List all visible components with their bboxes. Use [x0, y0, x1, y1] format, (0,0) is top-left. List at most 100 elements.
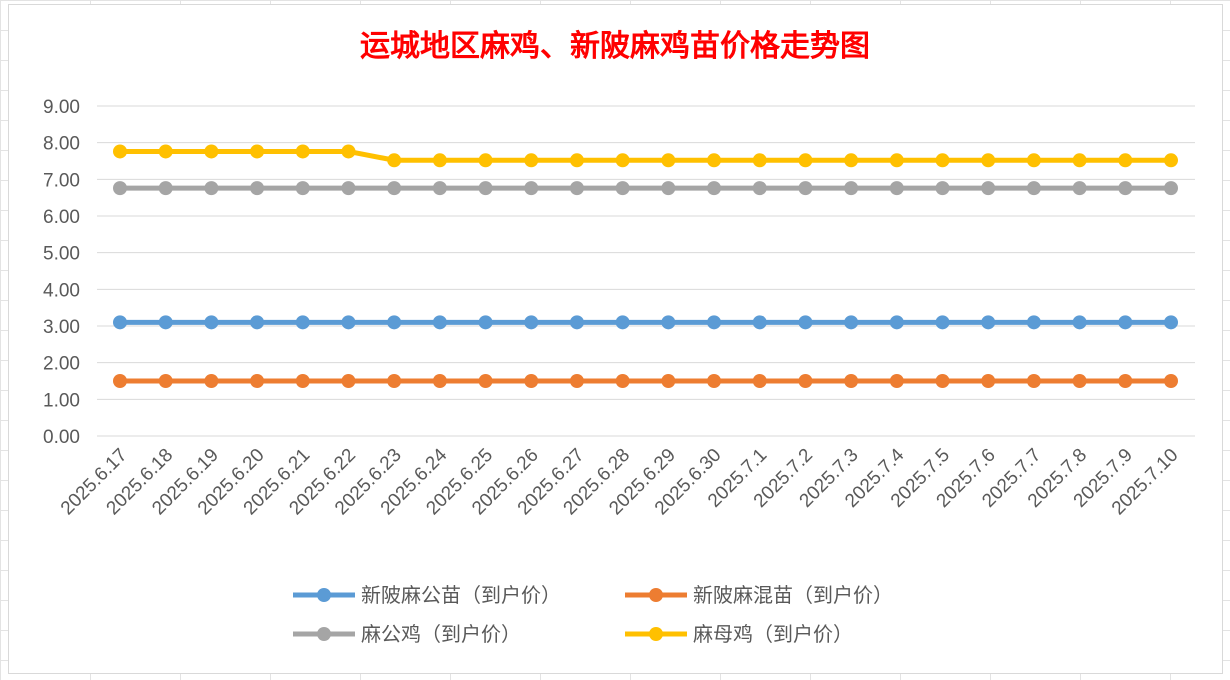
data-point — [1026, 374, 1041, 388]
data-point — [707, 153, 722, 168]
data-point — [387, 181, 402, 196]
data-point — [524, 315, 539, 330]
gridlines — [97, 105, 1195, 437]
data-point — [844, 153, 859, 168]
data-point — [935, 374, 950, 388]
series-1 — [113, 315, 1178, 330]
data-point — [1164, 181, 1178, 196]
data-point — [752, 153, 767, 168]
data-point — [341, 144, 356, 159]
data-point — [295, 374, 310, 388]
data-point — [798, 181, 813, 196]
data-point — [1164, 153, 1178, 168]
data-point — [1118, 153, 1133, 168]
data-point — [935, 153, 950, 168]
data-point — [1072, 315, 1087, 330]
chart-title: 运城地区麻鸡、新陂麻鸡苗价格走势图 — [360, 29, 870, 64]
legend-label: 新陂麻公苗（到户价） — [361, 583, 561, 607]
legend-item[interactable]: 麻母鸡（到户价） — [625, 622, 853, 646]
data-point — [707, 181, 722, 196]
data-point — [798, 153, 813, 168]
data-point — [295, 315, 310, 330]
data-point — [250, 315, 265, 330]
data-point — [569, 315, 584, 330]
data-point — [113, 144, 127, 159]
data-point — [752, 181, 767, 196]
data-point — [844, 181, 859, 196]
data-point — [158, 181, 173, 196]
data-point — [1026, 181, 1041, 196]
data-point — [844, 315, 859, 330]
data-point — [844, 374, 859, 388]
data-point — [981, 315, 996, 330]
y-tick-label: 0.00 — [43, 427, 80, 448]
legend[interactable]: 新陂麻公苗（到户价） 新陂麻混苗（到户价） 麻公鸡（到户价） 麻母鸡（到户价） — [293, 583, 893, 646]
legend-label: 新陂麻混苗（到户价） — [693, 583, 893, 607]
data-point — [889, 181, 904, 196]
data-point — [295, 144, 310, 159]
data-point — [524, 374, 539, 388]
chart-area[interactable] — [8, 4, 1223, 674]
legend-marker — [649, 627, 663, 641]
data-point — [707, 315, 722, 330]
y-tick-label: 3.00 — [43, 317, 80, 338]
data-point — [798, 374, 813, 388]
data-point — [204, 315, 219, 330]
legend-item[interactable]: 麻公鸡（到户价） — [293, 622, 521, 646]
data-point — [295, 181, 310, 196]
data-point — [1026, 153, 1041, 168]
data-point — [478, 153, 493, 168]
data-point — [204, 181, 219, 196]
data-point — [569, 374, 584, 388]
data-point — [158, 144, 173, 159]
data-point — [615, 315, 630, 330]
data-point — [432, 153, 447, 168]
data-point — [478, 315, 493, 330]
y-tick-label: 4.00 — [43, 280, 80, 301]
data-point — [432, 181, 447, 196]
data-point — [524, 153, 539, 168]
data-point — [661, 153, 676, 168]
data-point — [1026, 315, 1041, 330]
data-point — [661, 315, 676, 330]
y-tick-label: 7.00 — [43, 170, 80, 191]
data-point — [113, 315, 127, 330]
data-point — [798, 315, 813, 330]
data-point — [661, 181, 676, 196]
legend-item[interactable]: 新陂麻公苗（到户价） — [293, 583, 561, 607]
data-point — [341, 315, 356, 330]
data-point — [113, 181, 127, 196]
legend-marker — [317, 588, 331, 602]
data-point — [387, 315, 402, 330]
data-point — [1164, 315, 1178, 330]
data-point — [1072, 374, 1087, 388]
data-point — [707, 374, 722, 388]
data-point — [981, 374, 996, 388]
series-2 — [113, 374, 1178, 388]
series-4 — [113, 144, 1178, 168]
data-point — [1072, 153, 1087, 168]
data-point — [250, 374, 265, 388]
data-point — [250, 181, 265, 196]
legend-item[interactable]: 新陂麻混苗（到户价） — [625, 583, 893, 607]
data-point — [204, 374, 219, 388]
data-point — [341, 181, 356, 196]
y-tick-label: 6.00 — [43, 207, 80, 228]
data-point — [661, 374, 676, 388]
data-point — [935, 315, 950, 330]
data-point — [569, 153, 584, 168]
y-tick-label: 8.00 — [43, 134, 80, 155]
data-point — [387, 153, 402, 168]
data-point — [889, 153, 904, 168]
data-point — [1118, 315, 1133, 330]
data-point — [889, 315, 904, 330]
y-axis-ticks: 0.00 1.00 2.00 3.00 4.00 5.00 6.00 7.00 8.00 9.00 — [43, 97, 80, 448]
data-point — [432, 374, 447, 388]
x-axis-ticks: 2025.6.172025.6.182025.6.192025.6.202025… — [57, 444, 1183, 519]
data-point — [569, 181, 584, 196]
data-point — [1072, 181, 1087, 196]
data-point — [387, 374, 402, 388]
data-point — [752, 315, 767, 330]
data-point — [1164, 374, 1178, 388]
